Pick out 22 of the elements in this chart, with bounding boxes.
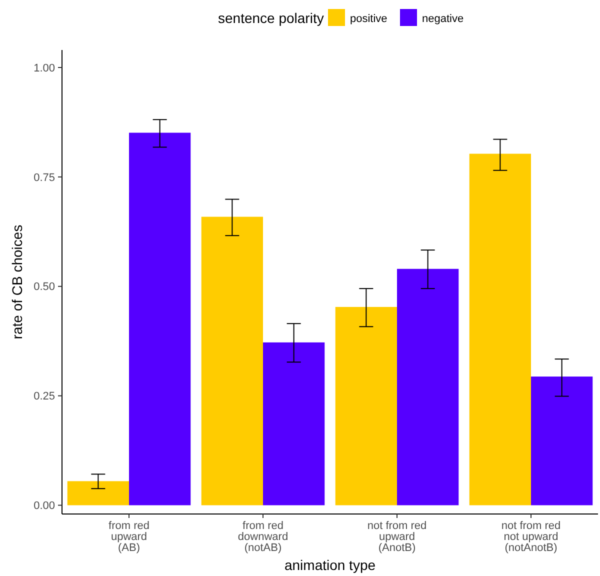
x-tick-label: not from red upward (AnotB) — [367, 520, 427, 554]
x-tick-label: from red downward (notAB) — [238, 520, 288, 554]
y-tick-label: 0.25 — [34, 390, 55, 403]
y-axis-title: rate of CB choices — [9, 224, 25, 340]
y-tick-label: 0.00 — [34, 500, 55, 512]
bar — [263, 342, 325, 506]
x-axis-title: animation type — [284, 557, 376, 573]
bar — [67, 481, 129, 506]
bar — [469, 154, 531, 506]
x-tick-label: from red upward (AB) — [108, 520, 150, 554]
y-tick-label: 0.75 — [34, 172, 55, 184]
legend-label: negative — [422, 12, 464, 25]
legend-title: sentence polarity — [218, 10, 324, 26]
bar — [335, 306, 397, 506]
y-tick-label: 1.00 — [34, 62, 55, 74]
legend-label: positive — [350, 12, 388, 25]
y-tick-label: 0.50 — [34, 281, 55, 294]
bar — [397, 268, 459, 506]
bar — [531, 376, 593, 506]
bar — [201, 216, 263, 506]
bar — [129, 132, 191, 506]
x-tick-label: not from red not upward (notAnotB) — [501, 520, 561, 554]
